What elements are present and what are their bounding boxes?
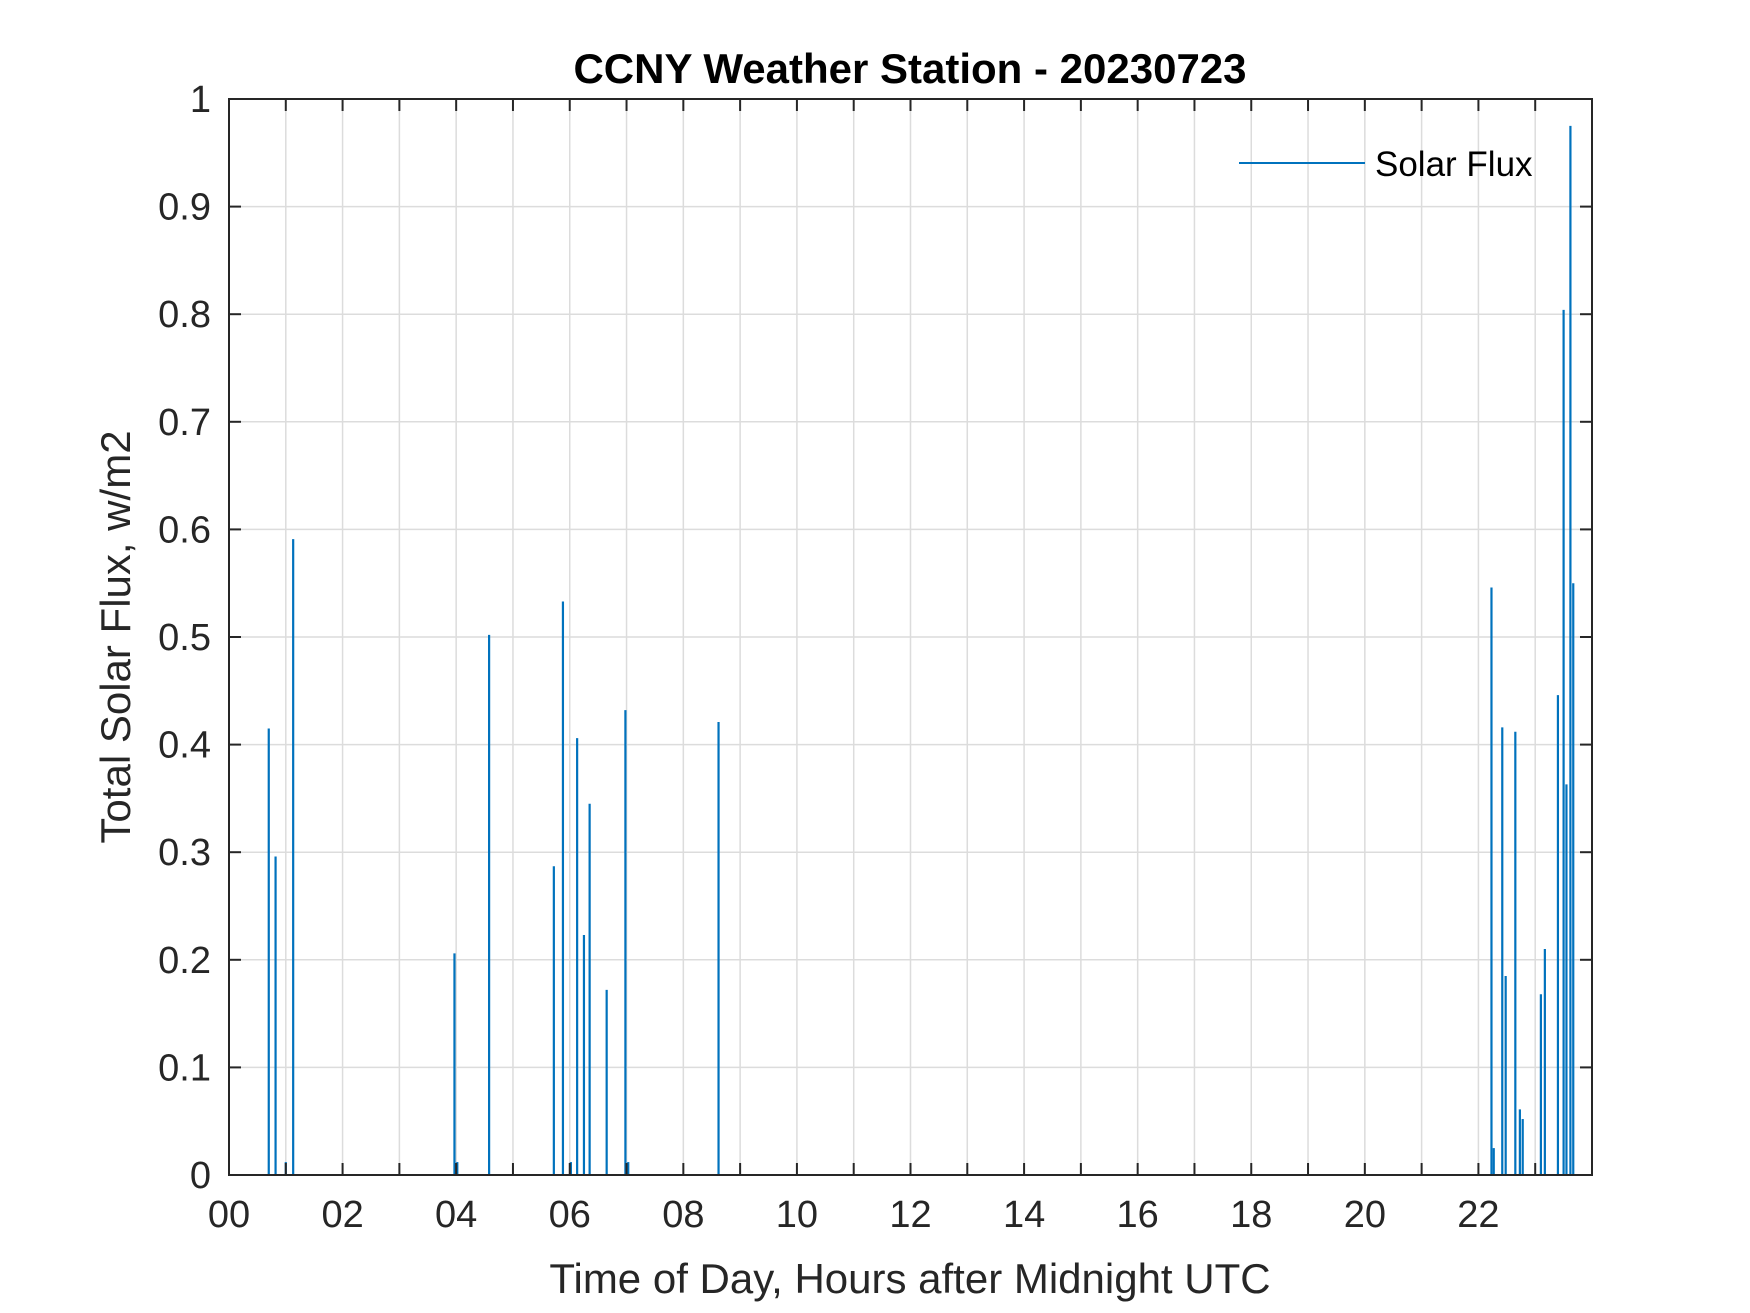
x-tick-label: 08	[662, 1194, 704, 1236]
chart-title: CCNY Weather Station - 20230723	[573, 45, 1246, 92]
x-tick-label: 22	[1457, 1194, 1499, 1236]
tick-marks	[228, 98, 1593, 1176]
x-axis-title: Time of Day, Hours after Midnight UTC	[549, 1255, 1270, 1302]
legend-label-solar-flux: Solar Flux	[1375, 145, 1533, 184]
solar-flux-series	[267, 125, 1575, 1175]
y-tick-label: 0.5	[158, 617, 211, 659]
y-tick-label: 0.8	[158, 294, 211, 336]
x-tick-label: 04	[435, 1194, 477, 1236]
x-tick-labels: 00 02 04 06 08 10 12 14 16 18 20 22	[208, 1194, 1500, 1236]
x-tick-label: 00	[208, 1194, 250, 1236]
x-tick-label: 10	[776, 1194, 818, 1236]
x-tick-label: 12	[889, 1194, 931, 1236]
legend: Solar Flux	[1239, 145, 1533, 184]
y-tick-label: 0.3	[158, 832, 211, 874]
x-tick-label: 16	[1117, 1194, 1159, 1236]
y-tick-label: 0.6	[158, 509, 211, 551]
y-tick-labels: 0 0.1 0.2 0.3 0.4 0.5 0.6 0.7 0.8 0.9 1	[158, 79, 211, 1197]
y-tick-label: 0	[190, 1155, 211, 1197]
y-tick-label: 0.4	[158, 725, 211, 767]
y-tick-label: 0.1	[158, 1047, 211, 1089]
y-tick-label: 0.7	[158, 402, 211, 444]
x-tick-label: 20	[1344, 1194, 1386, 1236]
y-axis-title: Total Solar Flux, w/m2	[92, 430, 139, 843]
y-tick-label: 0.2	[158, 940, 211, 982]
x-tick-label: 18	[1230, 1194, 1272, 1236]
y-tick-label: 1	[190, 79, 211, 121]
y-tick-label: 0.9	[158, 187, 211, 229]
x-tick-label: 02	[321, 1194, 363, 1236]
grid	[229, 99, 1592, 1175]
x-tick-label: 14	[1003, 1194, 1045, 1236]
x-tick-label: 06	[549, 1194, 591, 1236]
